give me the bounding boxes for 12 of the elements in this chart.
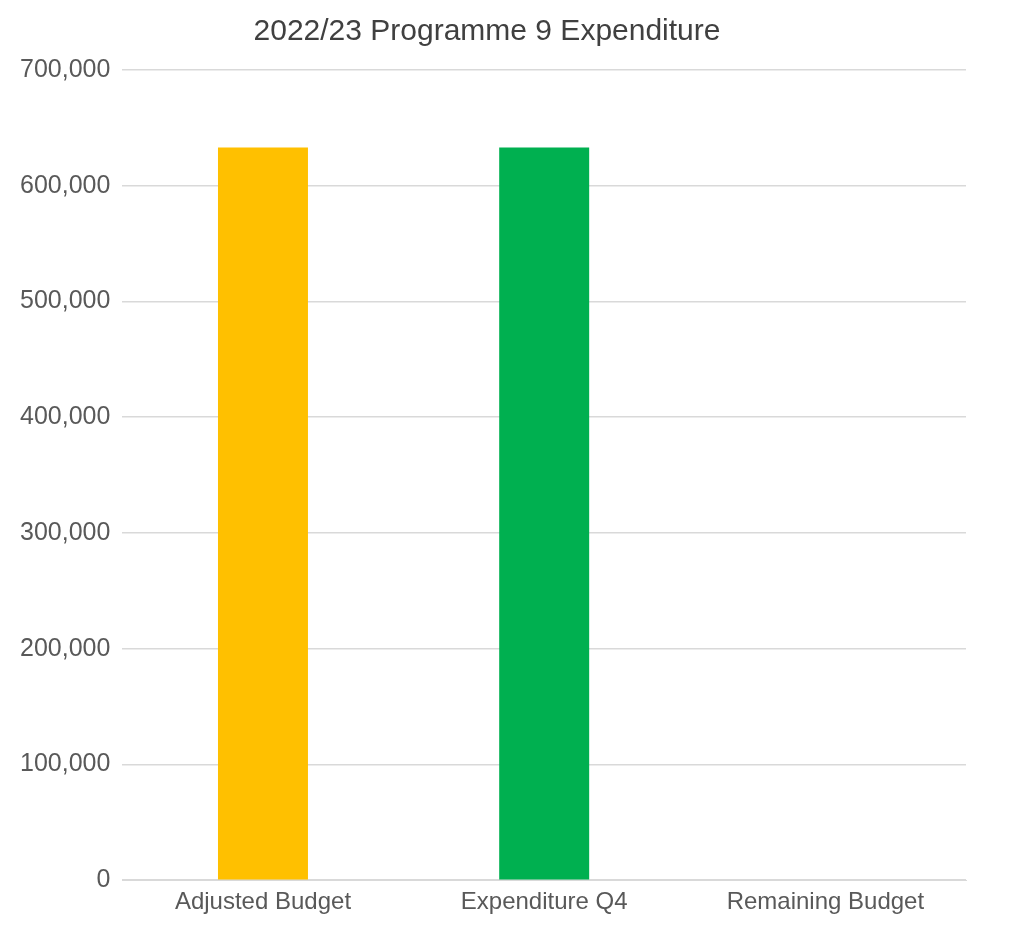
x-tick-label: Adjusted Budget xyxy=(174,887,352,915)
x-tick-label: Expenditure Q4 xyxy=(460,887,628,915)
y-tick-label: 200,000 xyxy=(19,632,111,661)
chart-title: 2022/23 Programme 9 Expenditure xyxy=(253,13,721,47)
x-tick-label: Remaining Budget xyxy=(726,887,925,915)
y-tick-label: 100,000 xyxy=(19,748,111,777)
y-tick-label: 400,000 xyxy=(19,401,111,430)
y-tick-label: 0 xyxy=(96,864,111,893)
y-tick-label: 500,000 xyxy=(19,285,111,314)
y-tick-label: 600,000 xyxy=(19,169,111,198)
y-tick-label: 700,000 xyxy=(19,53,111,82)
y-tick-label: 300,000 xyxy=(19,516,111,545)
